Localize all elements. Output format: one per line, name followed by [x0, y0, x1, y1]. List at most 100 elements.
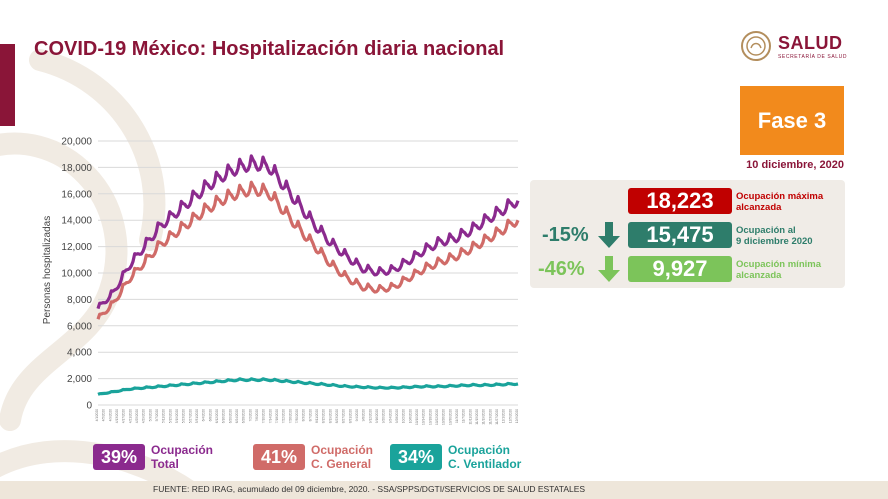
x-tick-label: 4/25/2020: [135, 409, 139, 423]
y-tick-label: 16,000: [61, 189, 92, 200]
x-tick-label: 12/9/2020: [515, 409, 519, 423]
max-occupancy-label: Ocupación máxima alcanzada: [736, 191, 824, 213]
x-tick-label: 6/12/2020: [215, 409, 219, 423]
x-tick-label: 6/4/2020: [202, 409, 206, 422]
x-tick-label: 10/10/2020: [415, 409, 419, 425]
logo-subtitle: SECRETARÍA DE SALUD: [778, 54, 848, 60]
down-arrow-icon: [598, 222, 620, 248]
x-tick-label: 5/3/2020: [148, 409, 152, 422]
x-tick-label: 4/17/2020: [122, 409, 126, 423]
series-line: [97, 377, 519, 396]
x-tick-label: 7/2/2020: [248, 409, 252, 422]
x-tick-label: 7/26/2020: [288, 409, 292, 423]
y-tick-label: 2,000: [67, 374, 92, 385]
x-tick-label: 10/6/2020: [408, 409, 412, 423]
min-occupancy-value: 9,927: [628, 256, 732, 282]
title-accent-bar: [0, 44, 15, 126]
x-tick-label: 11/7/2020: [462, 409, 466, 423]
legend-total-label: Ocupación Total: [151, 443, 214, 471]
x-tick-label: 12/5/2020: [508, 409, 512, 423]
y-tick-label: 10,000: [61, 269, 92, 280]
legend-total-percent: 39%: [93, 444, 145, 470]
x-tick-label: 9/28/2020: [395, 409, 399, 423]
series-line: [96, 180, 520, 320]
y-tick-label: 20,000: [61, 137, 92, 148]
x-tick-label: 7/6/2020: [255, 409, 259, 422]
x-tick-label: 4/9/2020: [108, 409, 112, 422]
x-tick-label: 9/20/2020: [382, 409, 386, 423]
footer-bar: [0, 481, 888, 499]
report-date: 10 diciembre, 2020: [746, 159, 844, 171]
down-arrow-icon: [598, 256, 620, 282]
x-tick-label: 4/29/2020: [142, 409, 146, 423]
logo-text: SALUD: [778, 33, 843, 53]
x-tick-label: 5/15/2020: [168, 409, 172, 423]
x-tick-label: 8/31/2020: [348, 409, 352, 423]
x-tick-label: 10/26/2020: [442, 409, 446, 425]
salud-logo: SALUD SECRETARÍA DE SALUD: [740, 30, 850, 64]
x-tick-label: 11/19/2020: [482, 409, 486, 425]
y-axis-label: Personas hospitalizadas: [42, 216, 53, 324]
x-tick-label: 8/3/2020: [302, 409, 306, 422]
x-tick-label: 8/11/2020: [315, 409, 319, 423]
x-tick-label: 5/11/2020: [162, 409, 166, 423]
x-tick-label: 11/27/2020: [495, 409, 499, 425]
x-tick-label: 9/12/2020: [368, 409, 372, 423]
x-tick-label: 7/22/2020: [282, 409, 286, 423]
x-tick-label: 12/1/2020: [502, 409, 506, 423]
x-tick-label: 7/18/2020: [275, 409, 279, 423]
x-tick-label: 6/20/2020: [228, 409, 232, 423]
x-tick-label: 11/15/2020: [475, 409, 479, 425]
y-tick-label: 18,000: [61, 163, 92, 174]
series-line: [96, 154, 520, 310]
x-tick-label: 10/22/2020: [435, 409, 439, 425]
x-tick-label: 6/16/2020: [222, 409, 226, 423]
x-tick-label: 5/23/2020: [182, 409, 186, 423]
x-tick-label: 4/21/2020: [128, 409, 132, 423]
mexico-seal-icon: [741, 31, 771, 61]
max-occupancy-value: 18,223: [628, 188, 732, 214]
x-tick-label: 6/8/2020: [208, 409, 212, 422]
x-tick-label: 10/30/2020: [448, 409, 452, 425]
y-tick-label: 14,000: [61, 216, 92, 227]
x-tick-label: 4/5/2020: [102, 409, 106, 422]
x-tick-label: 8/27/2020: [342, 409, 346, 423]
x-tick-label: 9/8/2020: [362, 409, 366, 422]
x-tick-label: 9/24/2020: [388, 409, 392, 423]
x-tick-label: 7/30/2020: [295, 409, 299, 423]
legend-ventilator-label: Ocupación C. Ventilador: [448, 443, 522, 471]
current-occupancy-label: Ocupación al 9 diciembre 2020: [736, 225, 813, 247]
x-tick-label: 8/7/2020: [308, 409, 312, 422]
x-tick-label: 8/19/2020: [328, 409, 332, 423]
y-tick-label: 8,000: [67, 295, 92, 306]
footer-source: FUENTE: RED IRAG, acumulado del 09 dicie…: [153, 484, 586, 494]
x-tick-label: 10/14/2020: [422, 409, 426, 425]
x-tick-label: 6/24/2020: [235, 409, 239, 423]
x-tick-label: 8/15/2020: [322, 409, 326, 423]
page-title: COVID-19 México: Hospitalización diaria …: [34, 38, 505, 60]
phase-badge: Fase 3: [740, 86, 844, 155]
x-tick-label: 10/18/2020: [428, 409, 432, 425]
legend-ventilator-percent: 34%: [390, 444, 442, 470]
x-tick-label: 5/27/2020: [188, 409, 192, 423]
min-change-percent: -46%: [538, 258, 585, 280]
y-tick-label: 12,000: [61, 242, 92, 253]
x-tick-label: 11/3/2020: [455, 409, 459, 423]
x-tick-label: 11/23/2020: [488, 409, 492, 425]
y-tick-label: 0: [86, 401, 92, 412]
x-tick-label: 9/4/2020: [355, 409, 359, 422]
y-tick-label: 4,000: [67, 348, 92, 359]
legend-general-percent: 41%: [253, 444, 305, 470]
x-tick-label: 7/10/2020: [262, 409, 266, 423]
legend-general-label: Ocupación C. General: [311, 443, 374, 471]
x-tick-label: 5/31/2020: [195, 409, 199, 423]
y-tick-label: 6,000: [67, 321, 92, 332]
current-change-percent: -15%: [542, 224, 589, 246]
x-tick-label: 8/23/2020: [335, 409, 339, 423]
x-tick-label: 9/16/2020: [375, 409, 379, 423]
x-tick-label: 5/19/2020: [175, 409, 179, 423]
x-tick-label: 4/1/2020: [95, 409, 99, 422]
x-tick-label: 4/13/2020: [115, 409, 119, 423]
current-occupancy-value: 15,475: [628, 222, 732, 248]
